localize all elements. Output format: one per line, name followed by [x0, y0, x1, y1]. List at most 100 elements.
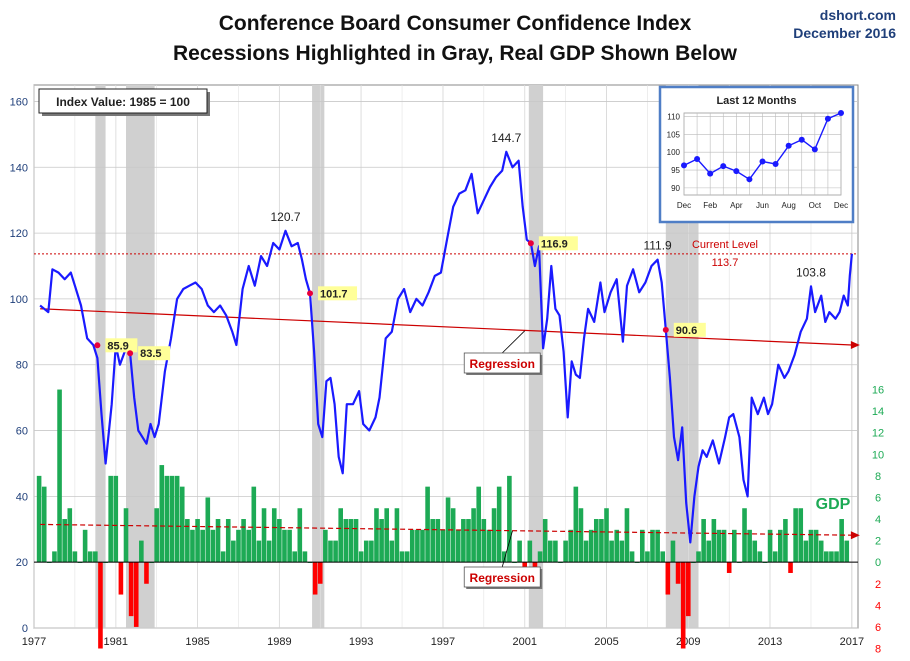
- gdp-bar: [486, 529, 492, 563]
- gdp-bar: [450, 508, 456, 563]
- gdp-bar: [98, 562, 103, 649]
- gdp-bar: [277, 519, 282, 563]
- annotation-label: 116.9: [541, 238, 568, 250]
- gdp-bar: [358, 551, 364, 563]
- gdp-bar: [844, 540, 850, 563]
- inset-x-tick: Feb: [703, 201, 717, 210]
- gdp-bar: [190, 529, 195, 563]
- gdp-axis-label: 8: [875, 471, 881, 483]
- gdp-bar: [312, 562, 318, 595]
- gdp-bar: [338, 508, 343, 563]
- gdp-bar: [133, 562, 139, 627]
- annotation-label-bg: [318, 286, 358, 301]
- annotation-label: 90.6: [676, 325, 697, 337]
- gdp-bar: [476, 486, 482, 563]
- gdp-bar: [404, 551, 410, 563]
- y-tick-label: 0: [22, 623, 28, 635]
- gdp-bar: [496, 486, 502, 563]
- gdp-bar: [639, 529, 645, 563]
- current-level-value: 113.7: [712, 257, 739, 269]
- x-tick-label: 2005: [594, 636, 618, 648]
- gdp-bar: [389, 540, 395, 563]
- gdp-bar: [507, 475, 512, 563]
- gdp-bar: [680, 562, 686, 649]
- gdp-bar: [123, 508, 129, 563]
- index-box: [38, 88, 208, 114]
- gdp-bar: [82, 529, 88, 563]
- gdp-bar: [231, 540, 236, 563]
- gdp-bar: [87, 551, 93, 563]
- inset-x-tick: Apr: [730, 201, 743, 210]
- annotation-label: 85.9: [107, 340, 128, 352]
- gdp-bar: [731, 529, 737, 563]
- gdp-bar: [481, 519, 487, 563]
- gdp-bar: [793, 508, 798, 563]
- gdp-bar: [747, 529, 752, 563]
- gdp-bar: [251, 486, 257, 563]
- peak-label: 111.9: [643, 239, 672, 253]
- gdp-bar: [328, 540, 333, 563]
- gdp-bar: [164, 475, 170, 563]
- gdp-bar: [461, 519, 466, 563]
- gdp-bar: [685, 562, 691, 617]
- gdp-axis-label: 10: [872, 449, 884, 461]
- gdp-bar: [174, 475, 180, 563]
- gdp-bar: [292, 551, 297, 563]
- annotation-label-bg: [538, 236, 578, 251]
- gdp-bar: [757, 551, 763, 563]
- inset-point: [681, 162, 687, 169]
- gdp-bar: [323, 529, 328, 563]
- annotation-point: [527, 240, 534, 247]
- annotation-point: [127, 350, 134, 357]
- gdp-bar: [363, 540, 369, 563]
- gdp-bar: [205, 497, 211, 563]
- gdp-bar: [57, 389, 62, 563]
- x-tick-label: 1989: [267, 636, 291, 648]
- inset-x-tick: Dec: [834, 201, 848, 210]
- gdp-bar: [501, 551, 507, 563]
- gdp-bar: [128, 562, 134, 617]
- peak-label: 103.8: [796, 265, 826, 279]
- gdp-bar: [67, 508, 73, 563]
- gdp-bar: [778, 529, 783, 563]
- gdp-bar: [624, 508, 630, 563]
- gdp-bar: [721, 529, 727, 563]
- gdp-bar: [154, 508, 159, 563]
- inset-point: [720, 163, 727, 170]
- gdp-bar: [185, 519, 190, 563]
- inset-y-tick: 100: [667, 148, 681, 157]
- gdp-bar: [261, 508, 267, 563]
- gdp-bar: [36, 475, 42, 563]
- gdp-bar: [169, 475, 175, 563]
- inset-y-tick: 90: [671, 184, 680, 193]
- gdp-bar: [369, 540, 374, 563]
- gdp-bar: [808, 529, 814, 563]
- inset-x-tick: Oct: [809, 201, 822, 210]
- gdp-bar: [440, 529, 446, 563]
- gdp-bar: [706, 540, 712, 563]
- annotation-label-bg: [105, 338, 138, 353]
- gdp-bar: [435, 519, 441, 563]
- gdp-axis-label: 8: [875, 644, 881, 656]
- gdp-bar: [420, 529, 425, 563]
- inset-title: Last 12 Months: [716, 95, 796, 107]
- inset-point: [772, 160, 779, 167]
- gdp-bar: [225, 519, 231, 563]
- gdp-bar: [241, 519, 246, 563]
- gdp-bar: [675, 562, 681, 584]
- current-level-label: Current Level: [692, 239, 758, 251]
- gdp-regression-line: [40, 523, 852, 536]
- gdp-bar: [282, 529, 287, 563]
- gdp-bar: [660, 551, 666, 563]
- gdp-bar: [374, 508, 379, 563]
- gdp-bar: [271, 508, 277, 563]
- gdp-bar: [72, 551, 78, 563]
- gdp-bar: [583, 540, 589, 563]
- gdp-bar: [179, 486, 185, 563]
- x-tick-label: 1993: [349, 636, 373, 648]
- gdp-bar: [813, 529, 819, 563]
- inset-y-tick: 105: [667, 130, 681, 139]
- gdp-bar: [399, 551, 405, 563]
- gdp-bar: [726, 562, 732, 573]
